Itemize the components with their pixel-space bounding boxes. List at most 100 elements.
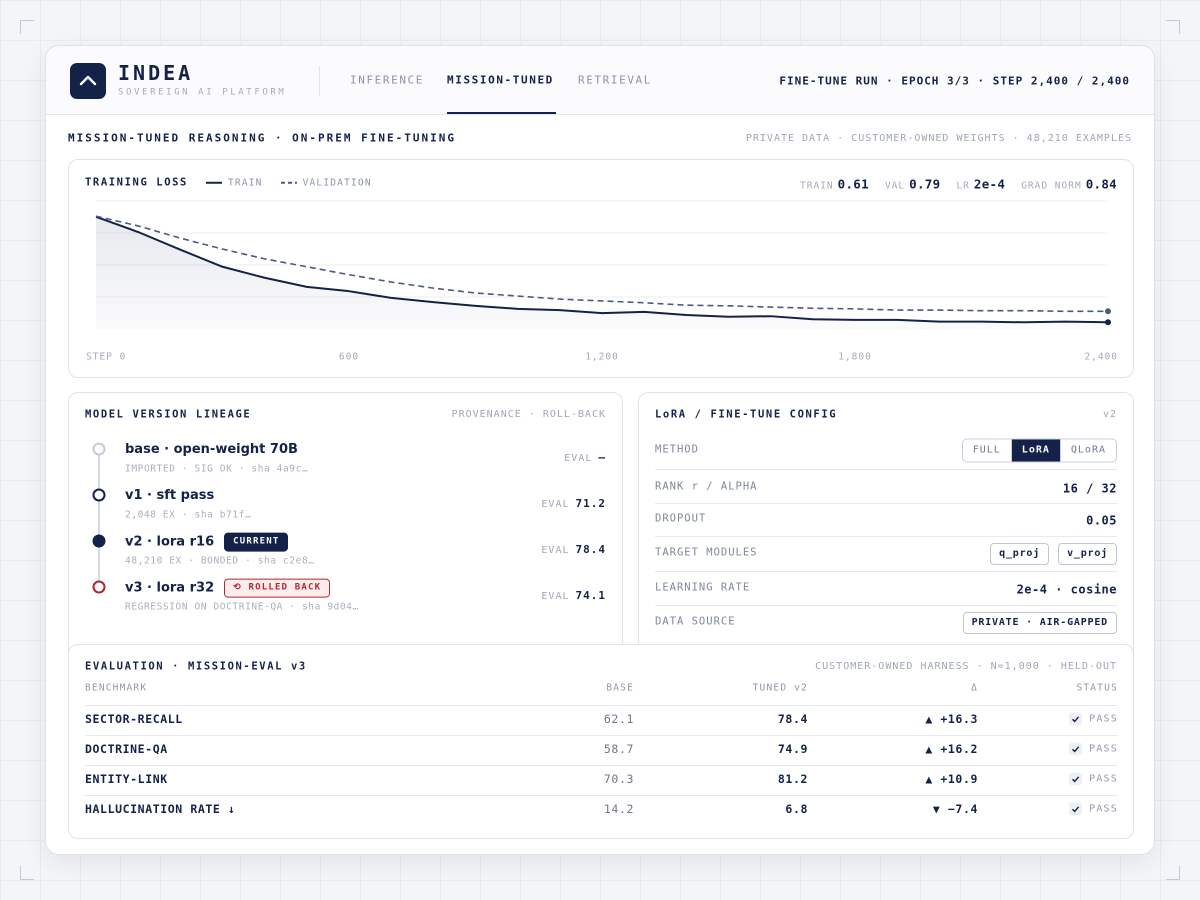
table-cell: 14.2 xyxy=(603,802,634,817)
stat: GRAD NORM 0.84 xyxy=(1021,176,1117,192)
stat-value: 0.61 xyxy=(837,176,869,192)
panel-title: LoRA / FINE-TUNE CONFIG xyxy=(655,408,838,421)
check-mark xyxy=(1072,746,1080,753)
table-cell: ▲ +10.9 xyxy=(925,772,978,787)
check-icon xyxy=(1069,772,1083,786)
version-title-row: v2 · lora r16 CURRENT xyxy=(125,532,289,552)
status: PASS xyxy=(1069,772,1118,786)
end-point xyxy=(1105,319,1111,326)
version-eval: EVAL — xyxy=(564,451,606,465)
corner-mark xyxy=(1166,20,1180,34)
legend-item: VALIDATION xyxy=(280,177,372,189)
tagline: SOVEREIGN AI PLATFORM xyxy=(118,87,287,98)
config-value: 16 / 32 xyxy=(1063,477,1117,496)
section-title: MISSION-TUNED REASONING · ON-PREM FINE-T… xyxy=(68,131,457,145)
loss-chart: STEP 0 600 1,200 1,800 2,400 xyxy=(86,200,1118,363)
row-separator xyxy=(655,469,1117,470)
panel-meta: v2 xyxy=(1102,409,1117,420)
config-text: 16 / 32 xyxy=(1062,481,1117,496)
config-value: PRIVATE · AIR-GAPPED xyxy=(962,610,1117,634)
loss-line xyxy=(95,215,1109,324)
table-cell: ▲ +16.3 xyxy=(925,712,978,727)
version-badge: CURRENT xyxy=(224,532,289,552)
check-box xyxy=(1069,772,1083,786)
stat: VAL 0.79 xyxy=(884,176,940,192)
version-meta: IMPORTED · SIG OK · sha 4a9c… xyxy=(125,463,309,475)
loss-area xyxy=(96,216,1108,329)
method-option[interactable]: QLoRA xyxy=(1059,439,1116,462)
check-icon xyxy=(1069,712,1083,726)
config-label: DATA SOURCE xyxy=(655,615,736,628)
nav-tab[interactable]: MISSION-TUNED xyxy=(447,73,554,87)
config-value: FULL LoRA QLoRA xyxy=(961,438,1117,463)
eval-label: EVAL xyxy=(541,499,570,510)
stat: LR 2e-4 xyxy=(956,176,1005,191)
table-cell: 81.2 xyxy=(777,772,808,787)
chart-header: TRAINING LOSS TRAIN VALIDATION xyxy=(85,177,372,190)
config-value: 0.05 xyxy=(1086,509,1117,528)
check-box xyxy=(1069,802,1083,816)
column-header: BENCHMARK xyxy=(85,682,148,694)
chart-stats: TRAIN 0.61 VAL 0.79 LR 2e-4 GRAD NORM 0.84 xyxy=(784,173,1117,192)
stat-label: GRAD NORM xyxy=(1021,180,1082,192)
column-header: TUNED v2 xyxy=(752,682,808,694)
config-text: 0.05 xyxy=(1086,513,1117,528)
lineage-track xyxy=(92,442,106,594)
legend-item: TRAIN xyxy=(205,177,263,188)
row-separator xyxy=(655,503,1117,504)
check-box xyxy=(1069,742,1083,756)
version-title: base · open-weight 70B xyxy=(125,442,298,458)
version-meta: 48,210 EX · BONDED · sha c2e8… xyxy=(125,555,315,567)
header: INDEA SOVEREIGN AI PLATFORM FINE-TUNE RU… xyxy=(46,46,1154,115)
table-cell: 70.3 xyxy=(603,772,634,787)
check-mark xyxy=(1072,776,1080,783)
version-title-row: v1 · sft pass xyxy=(125,488,214,504)
x-tick-label: 2,400 xyxy=(1084,352,1118,363)
table-cell: 58.7 xyxy=(603,742,634,757)
run-status: FINE-TUNE RUN · EPOCH 3/3 · STEP 2,400 /… xyxy=(779,74,1130,88)
column-header: BASE xyxy=(606,682,634,694)
chip-group: q_proj v_proj xyxy=(990,543,1117,565)
method-option[interactable]: FULL xyxy=(972,444,1001,456)
eval-label: EVAL xyxy=(564,453,593,464)
version-title: v3 · lora r32 xyxy=(125,580,215,596)
nav-tab[interactable]: RETRIEVAL xyxy=(578,73,653,87)
config-label: DROPOUT xyxy=(655,512,707,525)
version-eval: EVAL 71.2 xyxy=(541,497,606,511)
status: PASS xyxy=(1069,712,1118,726)
column-header: Δ xyxy=(971,682,978,694)
stat-value: 2e-4 xyxy=(973,176,1006,192)
dashboard-card: INDEA SOVEREIGN AI PLATFORM FINE-TUNE RU… xyxy=(45,45,1155,855)
method-option[interactable]: LoRA xyxy=(1010,439,1060,462)
version-node xyxy=(92,488,106,502)
version-meta: 2,048 EX · sha b71f… xyxy=(125,509,252,521)
evaluation-panel: EVALUATION · MISSION-EVAL v3 CUSTOMER-OW… xyxy=(68,644,1134,839)
corner-mark xyxy=(1166,866,1180,880)
lineage-panel: MODEL VERSION LINEAGE PROVENANCE · ROLL-… xyxy=(68,392,623,682)
status-cell: PASS xyxy=(1069,800,1118,819)
stat-value: 0.79 xyxy=(909,176,941,192)
legend-label: VALIDATION xyxy=(302,177,372,189)
chip: q_proj xyxy=(990,543,1050,565)
status-text: PASS xyxy=(1089,802,1118,814)
logo-text: INDEA xyxy=(118,61,194,85)
check-icon xyxy=(1069,742,1083,756)
loss-line xyxy=(95,215,1108,313)
legend-swatch xyxy=(205,181,222,184)
version-node xyxy=(92,580,106,594)
config-label: RANK r / ALPHA xyxy=(655,480,758,493)
row-separator xyxy=(655,605,1117,606)
row-separator xyxy=(655,536,1117,537)
eval-value: 71.2 xyxy=(575,497,606,510)
end-point xyxy=(1105,308,1111,315)
nav-tab[interactable]: INFERENCE xyxy=(350,73,425,87)
x-tick-label: 600 xyxy=(339,352,359,363)
panel-title: MODEL VERSION LINEAGE xyxy=(85,408,252,421)
row-separator xyxy=(85,735,1117,736)
eval-value: 78.4 xyxy=(575,543,606,556)
grid xyxy=(96,200,1108,298)
chip: PRIVATE · AIR-GAPPED xyxy=(962,612,1117,634)
stat-label: VAL xyxy=(884,180,906,192)
config-value: 2e-4 · cosine xyxy=(1017,578,1117,597)
